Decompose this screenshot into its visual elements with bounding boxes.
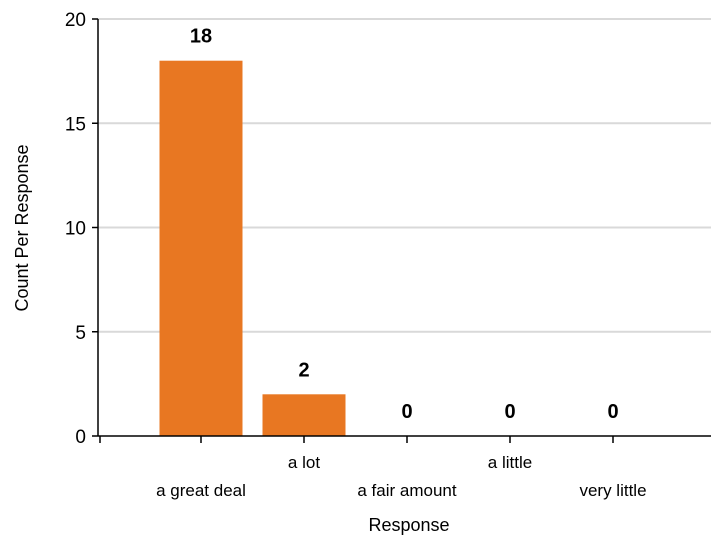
y-tick-label: 15	[65, 114, 86, 135]
y-tick-label: 5	[75, 323, 86, 344]
x-ticks: a great deal a lot a fair amount a little ve…	[99, 436, 647, 500]
x-axis-title: Response	[368, 515, 449, 535]
y-axis-title: Count Per Response	[12, 144, 32, 311]
y-tick-label: 10	[65, 219, 86, 240]
data-label: 0	[504, 401, 515, 423]
bars	[159, 60, 346, 436]
x-tick-label: a little	[488, 453, 532, 472]
data-label: 0	[607, 401, 618, 423]
y-tick-label: 20	[65, 10, 86, 31]
bar	[262, 394, 346, 436]
x-tick-label: a fair amount	[357, 481, 456, 500]
data-label: 0	[401, 401, 412, 423]
data-labels: 18 2 0 0 0	[190, 26, 619, 423]
x-tick-label: very little	[579, 481, 646, 500]
y-tick-label: 0	[75, 427, 86, 448]
x-tick-label: a lot	[288, 453, 320, 472]
y-ticks: 0 5 10 15 20	[65, 10, 98, 448]
bar	[159, 60, 243, 436]
x-tick-label: a great deal	[156, 481, 246, 500]
data-label: 2	[298, 359, 309, 381]
data-label: 18	[190, 26, 212, 48]
